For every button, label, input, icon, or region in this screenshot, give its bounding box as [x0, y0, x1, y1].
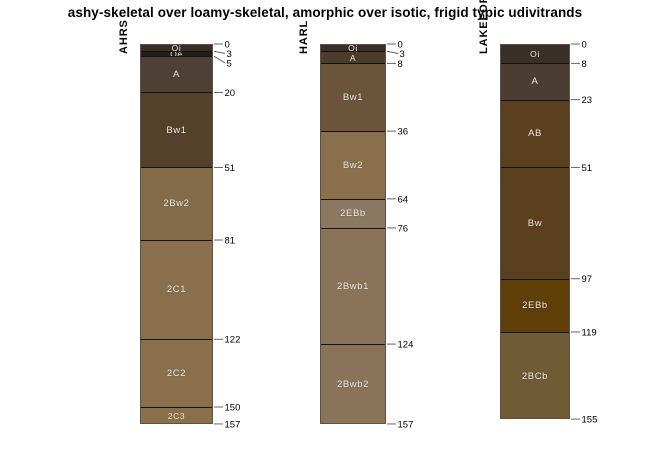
horizon-label: 2C2 [166, 367, 187, 379]
depth-tick-label: 36 [398, 127, 409, 138]
depth-tick-label: 20 [225, 88, 236, 99]
horizon-2bwb2[interactable]: 2Bwb2 [321, 345, 385, 423]
depth-tick-label: 8 [582, 59, 587, 70]
depth-leader-line [386, 50, 399, 54]
horizon-label: Oi [171, 45, 182, 53]
depth-tick-label: 51 [582, 163, 593, 174]
depth-tick-label: 97 [582, 274, 593, 285]
profile-column-lakefork: Oi A AB Bw 2EBb 2BCb [500, 44, 570, 420]
horizon-2c1[interactable]: 2C1 [141, 241, 212, 341]
depth-tick-label: 119 [582, 327, 597, 338]
pedon-name-harl: HARL [298, 19, 310, 54]
horizon-label: Bw [527, 217, 543, 229]
depth-tick-label: 76 [398, 223, 409, 234]
horizon-label: 2EBb [340, 208, 366, 220]
pedon-name-lakefork: LAKEFORK [478, 0, 490, 54]
horizon-label: Oi [530, 48, 540, 59]
horizon-2bw2[interactable]: 2Bw2 [141, 168, 212, 241]
horizon-label: 2Bwb1 [336, 280, 370, 292]
horizon-oi[interactable]: Oi [321, 45, 385, 53]
depth-leader-line [213, 50, 226, 54]
horizon-label: 2EBb [522, 300, 548, 312]
horizon-label: 2BCb [521, 370, 549, 382]
depth-tick-label: 124 [398, 339, 414, 350]
horizon-ab[interactable]: AB [501, 100, 569, 169]
horizon-label: A [173, 68, 180, 80]
profile-column-harl: Oi A Bw1 Bw2 2EBb 2Bwb1 2Bwb2 [320, 44, 386, 424]
horizon-bw1[interactable]: Bw1 [141, 93, 212, 169]
horizon-label: Oe [170, 52, 183, 56]
horizon-label: 2Bw2 [163, 198, 190, 210]
horizon-label: A [531, 76, 539, 88]
horizon-label: 2Bwb2 [336, 379, 370, 391]
horizon-label: 2C1 [166, 284, 187, 296]
horizon-label: 2C3 [167, 411, 186, 422]
figure-title: ashy-skeletal over loamy-skeletal, amorp… [67, 5, 583, 20]
depth-tick-label: 150 [225, 402, 241, 413]
horizon-label: AB [528, 128, 542, 140]
horizon-label: Bw1 [166, 124, 187, 136]
depth-tick-label: 0 [398, 39, 403, 50]
depth-tick-label: 81 [225, 235, 236, 246]
horizon-bw2[interactable]: Bw2 [321, 132, 385, 200]
horizon-label: Oi [348, 45, 358, 53]
horizon-label: Bw2 [342, 159, 364, 171]
horizon-a[interactable]: A [321, 52, 385, 65]
horizon-2c3[interactable]: 2C3 [141, 408, 212, 423]
horizon-2bwb1[interactable]: 2Bwb1 [321, 228, 385, 346]
horizon-a[interactable]: A [501, 64, 569, 101]
depth-tick-label: 3 [400, 49, 405, 60]
depth-tick-label: 5 [227, 58, 232, 69]
depth-tick-label: 64 [398, 194, 409, 205]
depth-tick-label: 0 [225, 39, 230, 50]
pedon-name-ahrs: AHRS [118, 19, 130, 54]
depth-tick-label: 51 [225, 163, 236, 174]
depth-tick-label: 8 [398, 59, 403, 70]
horizon-label: A [349, 52, 357, 63]
horizon-2ebb[interactable]: 2EBb [501, 279, 569, 333]
horizon-2c2[interactable]: 2C2 [141, 340, 212, 408]
horizon-oi[interactable]: Oi [141, 45, 212, 53]
depth-tick-label: 157 [398, 419, 414, 430]
depth-tick-label: 3 [227, 49, 232, 60]
horizon-oe[interactable]: Oe [141, 52, 212, 58]
profile-column-ahrs: OiOe A Bw1 2Bw2 2C1 2C2 2C3 [140, 44, 213, 424]
horizon-label: Bw1 [342, 91, 364, 103]
horizon-oi[interactable]: Oi [501, 45, 569, 65]
horizon-bw[interactable]: Bw [501, 168, 569, 280]
horizon-2bcb[interactable]: 2BCb [501, 332, 569, 419]
depth-tick-label: 157 [225, 419, 241, 430]
horizon-2ebb[interactable]: 2EBb [321, 199, 385, 229]
depth-tick-label: 23 [582, 95, 593, 106]
horizon-a[interactable]: A [141, 57, 212, 94]
depth-tick-label: 0 [582, 39, 587, 50]
horizon-bw1[interactable]: Bw1 [321, 64, 385, 133]
depth-leader-line [213, 55, 226, 64]
depth-tick-label: 122 [225, 335, 241, 346]
depth-tick-label: 155 [582, 415, 598, 426]
